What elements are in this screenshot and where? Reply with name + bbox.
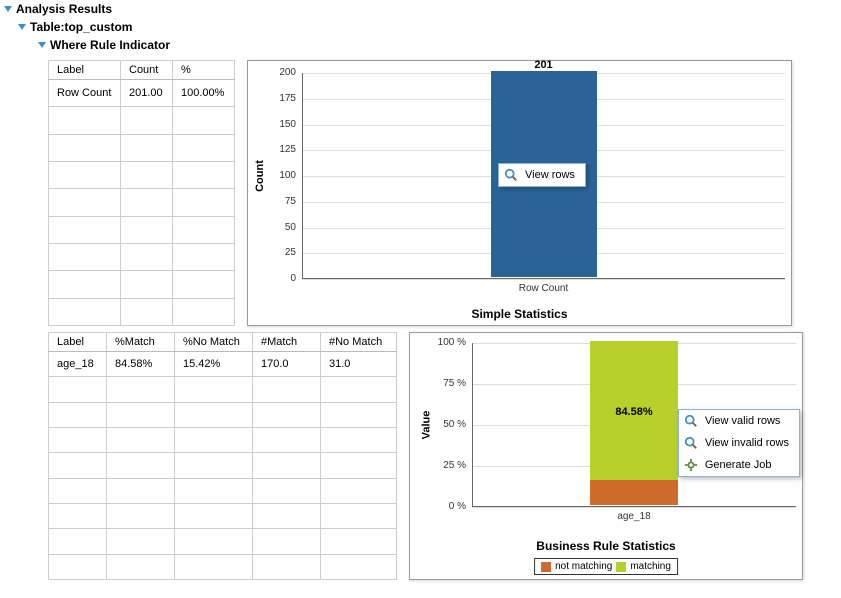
context-menu: View valid rows View invalid rows Generate… <box>678 409 800 477</box>
menu-item[interactable]: View invalid rows <box>679 432 799 454</box>
table-row <box>49 478 397 503</box>
table-cell: Row Count <box>49 80 121 107</box>
table-row <box>49 453 397 478</box>
table-row <box>49 298 235 325</box>
legend-label: matching <box>630 561 671 572</box>
table-row <box>49 161 235 188</box>
menu-item[interactable]: View valid rows <box>679 410 799 432</box>
y-tick: 50 <box>248 222 296 233</box>
column-header[interactable]: #No Match <box>321 333 397 352</box>
menu-item[interactable]: Generate Job <box>679 454 799 476</box>
tree-node-table[interactable]: Table:top_custom <box>14 18 841 36</box>
table-row <box>49 503 397 528</box>
table-row <box>49 189 235 216</box>
column-header[interactable]: #Match <box>253 333 321 352</box>
caret-down-icon <box>4 6 12 12</box>
y-tick: 200 <box>248 67 296 78</box>
context-menu: View rows <box>498 163 586 187</box>
y-axis-label: Value <box>420 411 432 440</box>
menu-item-label: Generate Job <box>705 459 772 471</box>
gear-icon <box>683 457 699 473</box>
table-row <box>49 216 235 243</box>
chart-business-rule: 0 %25 %50 %75 %100 %15.42%84.58%age_18Va… <box>409 332 803 580</box>
table-row <box>49 427 397 452</box>
column-header[interactable]: Label <box>49 333 107 352</box>
column-header[interactable]: %Match <box>107 333 175 352</box>
y-tick: 0 % <box>410 501 466 512</box>
y-tick: 25 <box>248 247 296 258</box>
chart-title: Simple Statistics <box>248 307 791 321</box>
panel-simple-statistics: LabelCount%Row Count201.00100.00% 025507… <box>48 60 841 326</box>
menu-item[interactable]: View rows <box>499 164 585 186</box>
table-cell: age_18 <box>49 352 107 377</box>
column-header[interactable]: Count <box>121 61 173 80</box>
chart-title: Business Rule Statistics <box>410 539 802 553</box>
table-simple-stats[interactable]: LabelCount%Row Count201.00100.00% <box>48 60 235 326</box>
tree-node-where-rule[interactable]: Where Rule Indicator <box>34 36 841 54</box>
table-row <box>49 554 397 579</box>
y-tick: 75 <box>248 196 296 207</box>
table-row <box>49 271 235 298</box>
legend: not matching matching <box>534 558 678 575</box>
caret-down-icon <box>38 42 46 48</box>
legend-label: not matching <box>555 561 612 572</box>
table-row <box>49 107 235 134</box>
tree-label: Analysis Results <box>16 2 112 16</box>
panel-business-rule: Label%Match%No Match#Match#No Matchage_1… <box>48 332 841 580</box>
table-row <box>49 529 397 554</box>
table-business-rule[interactable]: Label%Match%No Match#Match#No Matchage_1… <box>48 332 397 580</box>
menu-item-label: View rows <box>525 169 575 181</box>
caret-down-icon <box>18 24 26 30</box>
table-cell: 15.42% <box>175 352 253 377</box>
y-axis-label: Count <box>254 160 266 192</box>
tree-node-analysis-results[interactable]: Analysis Results <box>0 0 841 18</box>
legend-swatch <box>541 562 551 572</box>
y-tick: 0 <box>248 273 296 284</box>
magnifier-icon <box>503 167 519 183</box>
table-row <box>49 402 397 427</box>
table-cell: 201.00 <box>121 80 173 107</box>
table-cell: 170.0 <box>253 352 321 377</box>
x-tick: Row Count <box>491 283 597 294</box>
table-row <box>49 377 397 402</box>
table-row <box>49 134 235 161</box>
column-header[interactable]: Label <box>49 61 121 80</box>
legend-swatch <box>616 562 626 572</box>
tree-label: Where Rule Indicator <box>50 38 170 52</box>
column-header[interactable]: % <box>173 61 235 80</box>
table-cell: 84.58% <box>107 352 175 377</box>
bar-value-label: 201 <box>534 59 552 71</box>
table-row[interactable]: Row Count201.00100.00% <box>49 80 235 107</box>
x-tick: age_18 <box>590 511 678 522</box>
y-tick: 150 <box>248 119 296 130</box>
column-header[interactable]: %No Match <box>175 333 253 352</box>
menu-item-label: View invalid rows <box>705 437 789 449</box>
y-tick: 175 <box>248 93 296 104</box>
chart-simple-statistics: 0255075100125150175200201Row CountCountS… <box>247 60 792 326</box>
menu-item-label: View valid rows <box>705 415 781 427</box>
y-tick: 25 % <box>410 460 466 471</box>
y-tick: 50 % <box>410 419 466 430</box>
bar-segment[interactable] <box>590 480 678 505</box>
table-row[interactable]: age_1884.58%15.42%170.031.0 <box>49 352 397 377</box>
y-tick: 75 % <box>410 378 466 389</box>
magnifier-icon <box>683 435 699 451</box>
table-cell: 100.00% <box>173 80 235 107</box>
y-tick: 100 % <box>410 337 466 348</box>
tree-label: Table:top_custom <box>30 20 132 34</box>
magnifier-icon <box>683 413 699 429</box>
table-cell: 31.0 <box>321 352 397 377</box>
y-tick: 125 <box>248 144 296 155</box>
bar-segment-label: 84.58% <box>615 406 652 418</box>
table-row <box>49 243 235 270</box>
